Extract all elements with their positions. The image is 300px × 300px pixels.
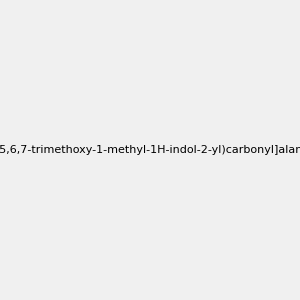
Text: N-[(5,6,7-trimethoxy-1-methyl-1H-indol-2-yl)carbonyl]alanine: N-[(5,6,7-trimethoxy-1-methyl-1H-indol-2… [0,145,300,155]
